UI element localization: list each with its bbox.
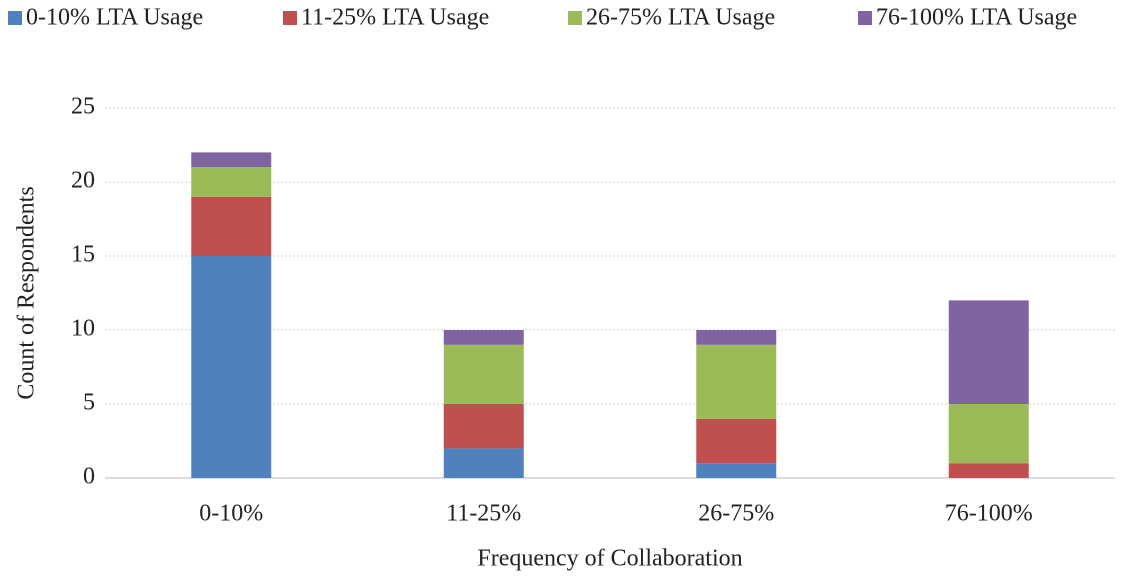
y-tick-label: 20 xyxy=(71,168,95,194)
bar-segment xyxy=(443,330,524,345)
legend-swatch xyxy=(568,11,582,25)
x-tick-label: 11-25% xyxy=(446,501,521,527)
legend-swatch xyxy=(858,11,872,25)
bar-segment xyxy=(443,344,524,404)
bar-segment xyxy=(443,404,524,449)
legend-label: 11-25% LTA Usage xyxy=(301,5,489,31)
y-tick-label: 25 xyxy=(71,94,95,120)
legend-swatch xyxy=(283,11,297,25)
bar-segment xyxy=(191,152,272,168)
bar-segment xyxy=(696,344,777,419)
y-tick-label: 0 xyxy=(83,464,95,490)
bar-segment xyxy=(443,448,524,478)
bar-segment xyxy=(191,167,272,197)
bar-segment xyxy=(696,463,777,478)
legend-swatch xyxy=(8,11,22,25)
x-tick-label: 76-100% xyxy=(945,501,1033,527)
legend-label: 76-100% LTA Usage xyxy=(876,5,1077,31)
bar-segment xyxy=(696,418,777,464)
legend-label: 0-10% LTA Usage xyxy=(26,5,203,31)
x-tick-label: 26-75% xyxy=(698,501,774,527)
y-tick-label: 15 xyxy=(71,242,95,268)
bar-segment xyxy=(948,463,1029,478)
bar-segment xyxy=(696,330,777,345)
y-tick-label: 10 xyxy=(71,316,95,342)
y-axis-label: Count of Respondents xyxy=(14,186,40,399)
x-axis-label: Frequency of Collaboration xyxy=(477,546,742,572)
x-tick-label: 0-10% xyxy=(199,501,263,527)
bar-segment xyxy=(191,256,272,478)
bar-segment xyxy=(948,300,1029,404)
y-tick-label: 5 xyxy=(83,390,95,416)
legend-label: 26-75% LTA Usage xyxy=(586,5,775,31)
bar-segment xyxy=(191,196,272,256)
bar-segment xyxy=(948,404,1029,464)
